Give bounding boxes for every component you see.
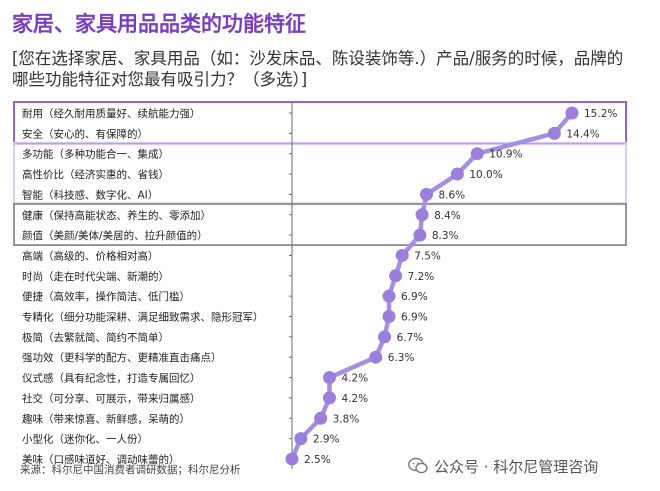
data-point xyxy=(547,126,561,140)
value-label: 6.7% xyxy=(397,332,424,344)
value-label: 7.5% xyxy=(414,250,441,262)
value-label: 6.3% xyxy=(388,352,415,364)
data-point xyxy=(314,411,328,425)
category-label: 安全（安心的、有保障的） xyxy=(22,127,148,140)
value-label: 8.3% xyxy=(432,230,459,242)
value-label: 4.2% xyxy=(341,393,368,405)
value-label: 15.2% xyxy=(584,108,617,120)
wechat-icon xyxy=(408,457,428,474)
value-label: 14.4% xyxy=(566,128,599,140)
data-point xyxy=(382,289,396,303)
data-point xyxy=(285,452,299,466)
category-label: 颜值（美颜/美体/美居的、拉升颜值的） xyxy=(22,229,208,242)
category-label: 美味（口感味道好、调动味蕾的） xyxy=(22,453,180,466)
value-label: 7.2% xyxy=(408,271,435,283)
value-label: 2.5% xyxy=(304,454,331,466)
data-point xyxy=(419,187,433,201)
data-point xyxy=(322,391,336,405)
data-point xyxy=(565,106,579,120)
data-point xyxy=(389,269,403,283)
source-note: 来源：科尔尼中国消费者调研数据；科尔尼分析 xyxy=(20,464,241,476)
data-point xyxy=(395,248,409,262)
data-point xyxy=(378,330,392,344)
series-line xyxy=(289,110,575,462)
value-label: 2.9% xyxy=(313,434,340,446)
category-label: 社交（可分享、可展示，带来归属感） xyxy=(22,392,201,405)
value-label: 10.0% xyxy=(469,169,502,181)
group-box-3 xyxy=(13,202,627,246)
data-point xyxy=(413,228,427,242)
category-label: 专精化（细分功能深耕、满足细致需求、隐形冠军） xyxy=(22,311,264,324)
category-label: 极简（去繁就简、简约不简单） xyxy=(22,331,169,344)
value-label: 4.2% xyxy=(341,373,368,385)
data-point xyxy=(369,350,383,364)
category-label: 高性价比（经济实惠的、省钱） xyxy=(22,168,169,181)
category-label: 多功能（多种功能合一、集成） xyxy=(22,148,169,161)
value-label: 8.6% xyxy=(438,189,465,201)
category-label: 健康（保持高能状态、养生的、零添加） xyxy=(22,209,211,222)
page-title: 家居、家具用品品类的功能特征 xyxy=(12,12,306,36)
category-label: 耐用（经久耐用质量好、续航能力强） xyxy=(22,107,201,120)
data-point xyxy=(415,208,429,222)
watermark: 公众号 · 科尔尼管理咨询 xyxy=(408,454,598,478)
data-point xyxy=(450,167,464,181)
value-label: 8.4% xyxy=(434,210,461,222)
category-label: 仪式感（具有纪念性，打造专属回忆） xyxy=(22,372,201,385)
value-label: 6.9% xyxy=(401,312,428,324)
category-label: 智能（科技感、数字化、AI） xyxy=(22,188,158,201)
data-point xyxy=(382,310,396,323)
survey-question: [您在选择家居、家具用品（如：沙发床品、陈设装饰等.）产品/服务的时候，品牌的哪… xyxy=(12,49,624,89)
category-label: 强功效（更科学的配方、更精准直击痛点） xyxy=(22,351,222,364)
data-point xyxy=(322,371,336,385)
category-label: 趣味（带来惊喜、新鲜感，呆萌的） xyxy=(22,412,190,425)
category-label: 高端（高级的、价格相对高） xyxy=(22,249,159,262)
category-label: 便捷（高效率，操作简洁、低门槛） xyxy=(22,290,190,303)
data-point xyxy=(470,147,484,161)
value-label: 10.9% xyxy=(489,149,522,161)
value-label: 6.9% xyxy=(401,291,428,303)
value-label: 3.8% xyxy=(333,413,360,425)
category-label: 小型化（迷你化、一人份） xyxy=(22,433,148,446)
category-label: 时尚（走在时代尖端、新潮的） xyxy=(22,270,169,283)
data-point xyxy=(294,432,308,446)
watermark-text: 公众号 · 科尔尼管理咨询 xyxy=(434,457,599,476)
